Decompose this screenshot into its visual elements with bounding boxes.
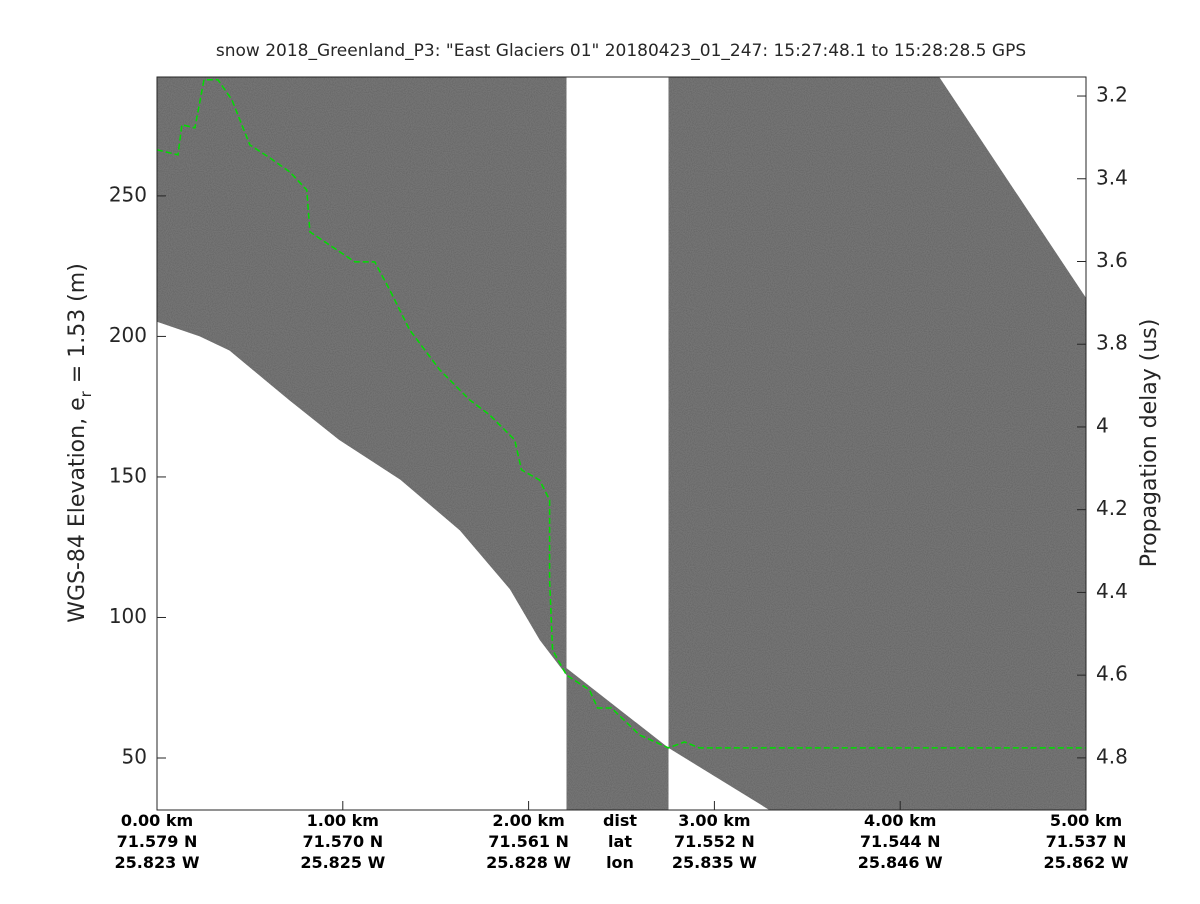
y2-tick-label: 3.2 bbox=[1096, 83, 1128, 107]
x-tick-label: 5.00 km bbox=[1050, 811, 1122, 830]
y2-tick-label: 3.4 bbox=[1096, 165, 1128, 189]
y-axis-label-sub: r bbox=[77, 390, 95, 397]
x-row-label: lon bbox=[606, 853, 634, 872]
y2-tick-label: 4.4 bbox=[1096, 579, 1128, 603]
echogram bbox=[157, 77, 1086, 810]
y2-tick-label: 4 bbox=[1096, 413, 1109, 437]
x-lat-label: 71.570 N bbox=[302, 832, 383, 851]
y-tick-label: 100 bbox=[109, 604, 147, 628]
y-axis-label-main: WGS-84 Elevation, e bbox=[65, 397, 90, 622]
x-tick-label: 2.00 km bbox=[492, 811, 564, 830]
x-lon-label: 25.823 W bbox=[115, 853, 200, 872]
x-lat-label: 71.579 N bbox=[117, 832, 198, 851]
plot-layer bbox=[156, 79, 1086, 749]
y-tick-label: 250 bbox=[109, 182, 147, 206]
y-tick-label: 50 bbox=[122, 745, 147, 769]
y-tick-label: 150 bbox=[109, 463, 147, 487]
y2-tick-label: 4.6 bbox=[1096, 662, 1128, 686]
surface-line bbox=[156, 79, 1086, 749]
x-lat-label: 71.552 N bbox=[674, 832, 755, 851]
y2-tick-label: 4.8 bbox=[1096, 744, 1128, 768]
x-tick-label: 3.00 km bbox=[678, 811, 750, 830]
x-lon-label: 25.862 W bbox=[1044, 853, 1129, 872]
x-lon-label: 25.835 W bbox=[672, 853, 757, 872]
y2-axis-label: Propagation delay (us) bbox=[1137, 319, 1162, 568]
x-lat-label: 71.544 N bbox=[860, 832, 941, 851]
x-tick-label: 4.00 km bbox=[864, 811, 936, 830]
x-tick-label: 1.00 km bbox=[307, 811, 379, 830]
x-lon-label: 25.846 W bbox=[858, 853, 943, 872]
x-lat-label: 71.561 N bbox=[488, 832, 569, 851]
x-row-label: dist bbox=[603, 811, 637, 830]
x-row-label: lat bbox=[608, 832, 632, 851]
x-lon-label: 25.825 W bbox=[300, 853, 385, 872]
y2-tick-label: 3.8 bbox=[1096, 331, 1128, 355]
echogram-region bbox=[157, 77, 567, 676]
y2-tick-label: 3.6 bbox=[1096, 248, 1128, 272]
plot-frame bbox=[156, 76, 1087, 811]
chart-title: snow 2018_Greenland_P3: "East Glaciers 0… bbox=[216, 41, 1026, 61]
echogram-region bbox=[668, 77, 1086, 810]
echogram-region bbox=[566, 668, 669, 810]
y-axis-label: WGS-84 Elevation, er = 1.53 (m) bbox=[65, 263, 95, 623]
y2-tick-label: 4.2 bbox=[1096, 496, 1128, 520]
x-tick-label: 0.00 km bbox=[121, 811, 193, 830]
y-axis-label-rest: = 1.53 (m) bbox=[65, 263, 90, 383]
x-lat-label: 71.537 N bbox=[1046, 832, 1127, 851]
y-tick-label: 200 bbox=[109, 323, 147, 347]
x-lon-label: 25.828 W bbox=[486, 853, 571, 872]
